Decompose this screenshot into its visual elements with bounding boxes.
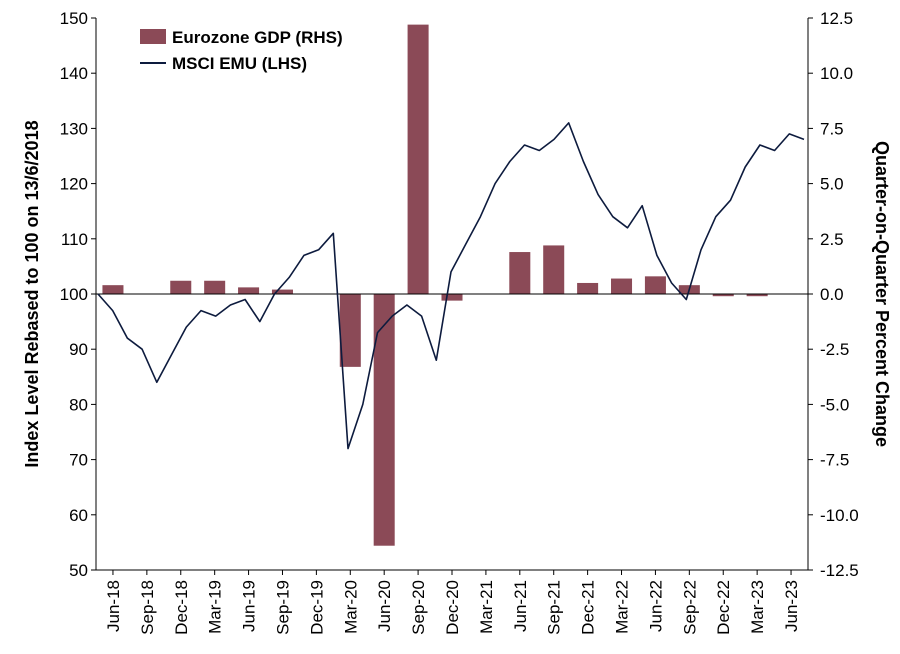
right-tick-label: -2.5 xyxy=(820,340,849,359)
legend: Eurozone GDP (RHS) MSCI EMU (LHS) xyxy=(140,28,343,73)
x-tick-label: Dec-18 xyxy=(172,580,191,635)
x-tick-label: Jun-18 xyxy=(104,580,123,632)
gdp-bar xyxy=(644,276,666,294)
left-axis-ticks: 150 140 130 120 110 100 90 80 70 60 50 xyxy=(60,9,96,580)
x-axis-ticks: Jun-18 Sep-18 Dec-18 Mar-19 Jun-19 Sep-19 Dec-… xyxy=(104,570,801,635)
x-tick-label: Dec-22 xyxy=(714,580,733,635)
legend-label-gdp: Eurozone GDP (RHS) xyxy=(172,28,343,47)
left-tick-label: 70 xyxy=(69,451,88,470)
gdp-bar xyxy=(543,245,565,294)
gdp-bars xyxy=(96,24,808,546)
left-tick-label: 130 xyxy=(60,119,88,138)
left-tick-label: 50 xyxy=(69,561,88,580)
gdp-bar xyxy=(238,287,260,294)
gdp-bar xyxy=(577,282,599,294)
gdp-bar xyxy=(712,294,734,297)
x-tick-label: Sep-21 xyxy=(545,580,564,635)
x-tick-label: Sep-18 xyxy=(138,580,157,635)
x-tick-label: Mar-20 xyxy=(341,580,360,634)
legend-label-msci: MSCI EMU (LHS) xyxy=(172,54,307,73)
x-tick-label: Dec-19 xyxy=(307,580,326,635)
right-tick-label: 2.5 xyxy=(820,230,844,249)
x-tick-label: Dec-21 xyxy=(579,580,598,635)
left-tick-label: 120 xyxy=(60,175,88,194)
msci-line xyxy=(97,122,805,450)
gdp-bar xyxy=(339,294,361,367)
left-tick-label: 140 xyxy=(60,64,88,83)
x-tick-label: Mar-19 xyxy=(206,580,225,634)
right-tick-label: -7.5 xyxy=(820,451,849,470)
right-axis-ticks: 12.5 10.0 7.5 5.0 2.5 0.0 -2.5 -5.0 -7.5 -10.0 -12… xyxy=(808,9,859,580)
x-tick-label: Jun-21 xyxy=(511,580,530,632)
right-axis-title: Quarter-on-Quarter Percent Change xyxy=(872,141,892,447)
x-tick-label: Sep-20 xyxy=(409,580,428,635)
gdp-bar xyxy=(746,294,768,297)
left-tick-label: 80 xyxy=(69,395,88,414)
left-tick-label: 60 xyxy=(69,506,88,525)
right-tick-label: 10.0 xyxy=(820,64,853,83)
right-tick-label: 7.5 xyxy=(820,119,844,138)
gdp-bar xyxy=(373,294,395,546)
gdp-bar xyxy=(204,280,226,294)
left-tick-label: 150 xyxy=(60,9,88,28)
left-tick-label: 100 xyxy=(60,285,88,304)
left-tick-label: 110 xyxy=(61,230,88,249)
gdp-bar xyxy=(611,278,633,294)
x-tick-label: Mar-23 xyxy=(748,580,767,634)
legend-bar-swatch xyxy=(140,29,166,44)
gdp-bar xyxy=(407,24,429,295)
right-tick-label: -12.5 xyxy=(820,561,859,580)
msci-emu-line xyxy=(97,122,805,450)
right-tick-label: -5.0 xyxy=(820,395,849,414)
right-tick-label: 0.0 xyxy=(820,285,844,304)
x-tick-label: Jun-19 xyxy=(240,580,259,632)
x-tick-label: Mar-22 xyxy=(613,580,632,634)
gdp-bar xyxy=(102,285,124,294)
gdp-bar xyxy=(509,252,531,294)
right-tick-label: 12.5 xyxy=(820,9,853,28)
x-tick-label: Jun-22 xyxy=(646,580,665,632)
x-tick-label: Sep-22 xyxy=(680,580,699,635)
x-tick-label: Mar-21 xyxy=(477,580,496,634)
gdp-bar xyxy=(441,294,463,301)
x-tick-label: Jun-23 xyxy=(782,580,801,632)
gdp-bar xyxy=(271,289,293,294)
x-tick-label: Dec-20 xyxy=(443,580,462,635)
x-tick-label: Sep-19 xyxy=(273,580,292,635)
gdp-bar xyxy=(170,280,192,294)
left-axis-title: Index Level Rebased to 100 on 13/6/2018 xyxy=(22,120,42,467)
left-tick-label: 90 xyxy=(69,340,88,359)
x-tick-label: Jun-20 xyxy=(375,580,394,632)
right-tick-label: 5.0 xyxy=(820,175,844,194)
right-tick-label: -10.0 xyxy=(820,506,859,525)
